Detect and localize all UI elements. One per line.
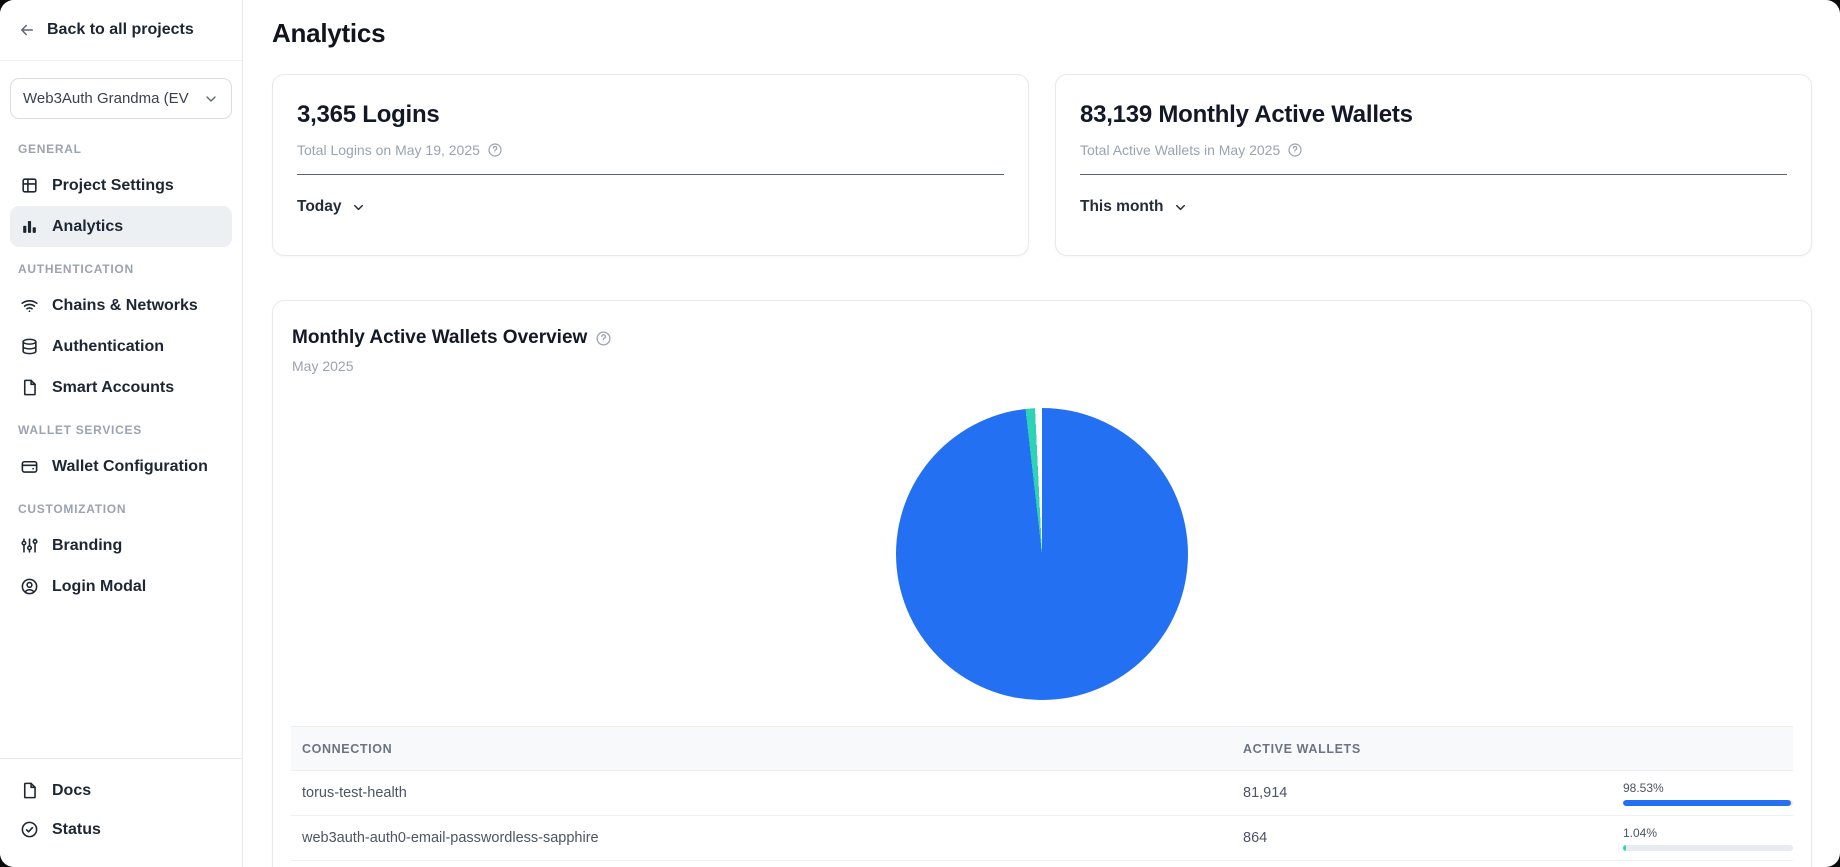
- user-circle-icon: [21, 578, 38, 595]
- active-wallets-card: 83,139 Monthly Active Wallets Total Acti…: [1055, 74, 1812, 256]
- table-row[interactable]: web3auth-google-sapphire 145 0.17%: [291, 861, 1793, 867]
- network-icon: [21, 300, 38, 313]
- progress-bar-track: [1623, 799, 1793, 806]
- chevron-down-icon: [353, 204, 363, 210]
- percent-label: 98.53%: [1623, 780, 1664, 795]
- sidebar-item-wallet-configuration[interactable]: Wallet Configuration: [10, 446, 232, 487]
- pie-chart: [896, 408, 1188, 700]
- active-wallets-range-dropdown[interactable]: This month: [1080, 198, 1188, 216]
- connection-cell: torus-test-health: [302, 785, 407, 801]
- page-title: Analytics: [272, 18, 386, 48]
- active-wallets-range-label: This month: [1080, 198, 1164, 215]
- sidebar: Back to all projects Web3Auth Grandma (E…: [0, 0, 243, 867]
- project-selector-label: Web3Auth Grandma (EV: [23, 90, 189, 107]
- wallets-overview-card: Monthly Active Wallets Overview May 2025…: [272, 300, 1812, 867]
- help-circle-icon[interactable]: [487, 142, 503, 158]
- back-to-projects-link[interactable]: Back to all projects: [0, 0, 242, 61]
- sidebar-item-label: Docs: [52, 781, 92, 799]
- share-cell: 98.53%: [1623, 781, 1793, 806]
- sidebar-footer: Docs Status: [0, 758, 242, 867]
- stat-cards-row: 3,365 Logins Total Logins on May 19, 202…: [272, 74, 1812, 256]
- wallets-cell: 81,914: [1243, 785, 1288, 801]
- table-row[interactable]: web3auth-auth0-email-passwordless-sapphi…: [291, 816, 1793, 861]
- sidebar-item-label: Login Modal: [52, 577, 147, 595]
- pie-chart-area: [291, 408, 1793, 700]
- sidebar-item-label: Authentication: [52, 337, 164, 355]
- divider: [297, 174, 1004, 175]
- main-content: Analytics 3,365 Logins Total Logins on M…: [243, 0, 1840, 867]
- bar-chart-icon: [23, 220, 36, 233]
- active-wallets-value: 83,139 Monthly Active Wallets: [1080, 101, 1413, 128]
- progress-bar-track: [1623, 844, 1793, 851]
- column-header-connection: CONNECTION: [302, 741, 393, 756]
- document-icon: [23, 379, 36, 396]
- grid-icon: [22, 178, 37, 193]
- logins-card: 3,365 Logins Total Logins on May 19, 202…: [272, 74, 1029, 256]
- arrow-left-icon: [21, 24, 33, 36]
- sidebar-item-label: Wallet Configuration: [52, 457, 208, 475]
- help-circle-icon[interactable]: [1287, 142, 1303, 158]
- percent-label: 1.04%: [1623, 825, 1658, 840]
- logins-subtitle: Total Logins on May 19, 2025: [297, 142, 480, 158]
- column-header-active-wallets: ACTIVE WALLETS: [1243, 741, 1361, 756]
- logins-value: 3,365 Logins: [297, 101, 440, 128]
- chevron-down-icon: [1175, 204, 1185, 210]
- overview-subtitle: May 2025: [292, 358, 354, 374]
- layers-icon: [22, 338, 37, 355]
- section-label-general: GENERAL: [18, 142, 82, 156]
- wallets-cell: 864: [1243, 830, 1268, 846]
- check-circle-icon: [21, 821, 38, 838]
- section-label-authentication: AUTHENTICATION: [18, 262, 134, 276]
- sidebar-item-label: Chains & Networks: [52, 296, 198, 314]
- active-wallets-subtitle: Total Active Wallets in May 2025: [1080, 142, 1281, 158]
- table-header-row: CONNECTION ACTIVE WALLETS: [291, 726, 1793, 771]
- sidebar-item-label: Project Settings: [52, 176, 174, 194]
- section-label-customization: CUSTOMIZATION: [18, 502, 127, 516]
- sidebar-item-analytics[interactable]: Analytics: [10, 206, 232, 247]
- sidebar-item-chains-networks[interactable]: Chains & Networks: [10, 285, 232, 326]
- table-row[interactable]: torus-test-health 81,914 98.53%: [291, 771, 1793, 816]
- overview-title: Monthly Active Wallets Overview: [292, 327, 588, 348]
- sidebar-item-label: Status: [52, 820, 101, 838]
- wallet-icon: [21, 460, 38, 473]
- logins-range-dropdown[interactable]: Today: [297, 198, 366, 216]
- progress-bar-fill: [1623, 799, 1791, 806]
- help-circle-icon[interactable]: [595, 330, 612, 347]
- sidebar-item-label: Analytics: [52, 217, 124, 235]
- chevron-down-icon: [206, 95, 216, 102]
- sidebar-item-label: Smart Accounts: [52, 378, 175, 396]
- sidebar-item-project-settings[interactable]: Project Settings: [10, 165, 232, 206]
- back-label: Back to all projects: [47, 21, 194, 38]
- section-label-wallet-services: WALLET SERVICES: [18, 423, 142, 437]
- docs-icon: [23, 782, 36, 799]
- sidebar-item-branding[interactable]: Branding: [10, 525, 232, 566]
- sliders-icon: [21, 538, 38, 553]
- sidebar-nav: GENERAL Project Settings Analytics AUTHE…: [0, 123, 242, 607]
- sidebar-item-status[interactable]: Status: [10, 810, 232, 849]
- sidebar-item-label: Branding: [52, 536, 123, 554]
- progress-bar-fill: [1623, 844, 1626, 851]
- share-cell: 1.04%: [1623, 826, 1793, 851]
- sidebar-item-docs[interactable]: Docs: [10, 771, 232, 810]
- sidebar-item-login-modal[interactable]: Login Modal: [10, 566, 232, 607]
- logins-range-label: Today: [297, 198, 342, 215]
- sidebar-item-smart-accounts[interactable]: Smart Accounts: [10, 367, 232, 408]
- connection-cell: web3auth-auth0-email-passwordless-sapphi…: [302, 830, 599, 846]
- divider: [1080, 174, 1787, 175]
- project-selector-dropdown[interactable]: Web3Auth Grandma (EV: [10, 78, 232, 119]
- sidebar-item-authentication[interactable]: Authentication: [10, 326, 232, 367]
- connections-table: CONNECTION ACTIVE WALLETS torus-test-hea…: [291, 726, 1793, 867]
